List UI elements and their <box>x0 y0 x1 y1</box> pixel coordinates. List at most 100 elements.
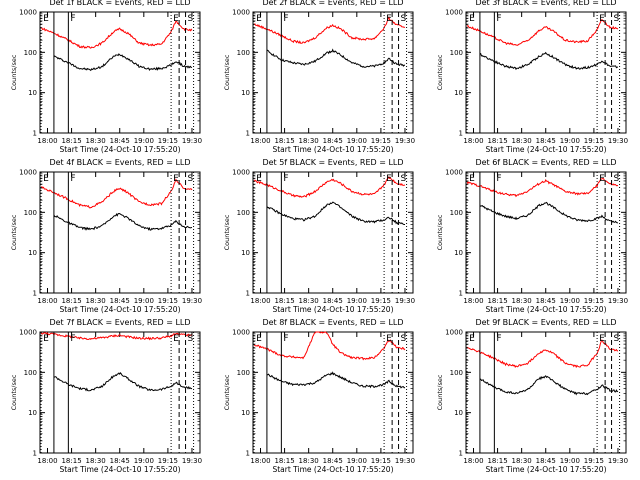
x-tick-label: 18:15 <box>487 457 507 465</box>
panel-title: Det 4f BLACK = Events, RED = LLD <box>49 158 190 167</box>
lld-series-line <box>40 178 193 209</box>
lld-series-line <box>41 20 193 49</box>
y-tick-label: 10 <box>454 89 463 97</box>
time-marker-label: E <box>256 334 262 344</box>
x-tick-label: 18:45 <box>110 297 130 305</box>
time-marker-label: S <box>614 174 620 184</box>
x-tick-label: 18:30 <box>299 297 319 305</box>
x-tick-label: 19:00 <box>134 297 154 305</box>
x-tick-label: 19:15 <box>371 297 391 305</box>
x-tick-label: 19:30 <box>182 297 202 305</box>
x-tick-label: 18:45 <box>536 297 556 305</box>
y-tick-label: 10 <box>28 249 37 257</box>
y-tick-label: 10 <box>241 249 250 257</box>
y-tick-label: 100 <box>237 369 250 377</box>
x-tick-label: 19:15 <box>158 137 178 145</box>
x-tick-label: 19:00 <box>347 297 367 305</box>
x-tick-label: 18:45 <box>323 457 343 465</box>
plot-frame <box>252 331 414 454</box>
y-axis-label: Counts/sec <box>223 374 231 410</box>
time-marker-label: F <box>496 14 501 24</box>
time-marker-label: F <box>70 334 75 344</box>
time-marker-label: E <box>256 174 262 184</box>
time-marker-label: F <box>496 334 501 344</box>
y-tick-label: 100 <box>24 49 37 57</box>
x-axis-label: Start Time (24-Oct-10 17:55:20) <box>59 305 180 314</box>
y-tick-label: 1 <box>459 130 463 138</box>
y-tick-label: 10 <box>454 409 463 417</box>
time-marker-label: S <box>188 14 194 24</box>
x-tick-label: 19:30 <box>608 457 628 465</box>
y-axis-label: Counts/sec <box>223 54 231 90</box>
y-tick-label: 10 <box>28 409 37 417</box>
time-marker-label: F <box>70 14 75 24</box>
time-marker-label: E <box>43 334 49 344</box>
x-axis-label: Start Time (24-Oct-10 17:55:20) <box>485 465 606 474</box>
time-marker-label: E <box>173 174 179 184</box>
time-marker-label: S <box>188 174 194 184</box>
x-tick-label: 19:30 <box>395 297 415 305</box>
plot-frame <box>252 11 414 134</box>
x-tick-label: 19:00 <box>134 137 154 145</box>
lld-series-line <box>253 331 406 361</box>
lld-series-line <box>466 339 618 369</box>
time-marker-label: S <box>614 14 620 24</box>
panel-title: Det 9f BLACK = Events, RED = LLD <box>475 318 616 327</box>
y-tick-label: 100 <box>450 209 463 217</box>
x-tick-label: 19:00 <box>347 137 367 145</box>
lld-series-line <box>466 178 619 198</box>
x-tick-label: 18:30 <box>86 297 106 305</box>
y-tick-label: 100 <box>237 209 250 217</box>
y-tick-label: 10 <box>241 89 250 97</box>
time-marker-label: E <box>469 14 475 24</box>
x-tick-label: 19:30 <box>182 137 202 145</box>
x-tick-label: 19:15 <box>158 457 178 465</box>
x-tick-label: 19:30 <box>182 457 202 465</box>
y-tick-label: 1000 <box>19 169 37 177</box>
y-tick-label: 1 <box>459 290 463 298</box>
time-marker-label: E <box>599 174 605 184</box>
x-tick-label: 18:15 <box>274 457 294 465</box>
x-tick-label: 19:00 <box>560 137 580 145</box>
y-tick-label: 1000 <box>232 9 250 17</box>
y-axis-label: Counts/sec <box>436 54 444 90</box>
panel-det-7f: Det 7f BLACK = Events, RED = LLD 1 10 100 10… <box>10 318 202 474</box>
x-tick-label: 19:30 <box>395 457 415 465</box>
x-tick-label: 18:15 <box>274 297 294 305</box>
events-series-line <box>266 201 405 225</box>
x-axis-label: Start Time (24-Oct-10 17:55:20) <box>59 465 180 474</box>
events-series-line <box>479 201 619 224</box>
y-axis-label: Counts/sec <box>436 214 444 250</box>
y-tick-label: 10 <box>454 249 463 257</box>
events-series-line <box>266 371 406 389</box>
events-series-line <box>53 372 193 392</box>
time-marker-label: F <box>496 174 501 184</box>
x-tick-label: 18:15 <box>487 137 507 145</box>
time-marker-label: S <box>188 334 194 344</box>
x-tick-label: 18:45 <box>536 137 556 145</box>
y-tick-label: 1000 <box>19 9 37 17</box>
panel-det-9f: Det 9f BLACK = Events, RED = LLD 1 10 100 10… <box>436 318 628 474</box>
y-tick-label: 100 <box>24 369 37 377</box>
time-marker-label: E <box>173 334 179 344</box>
x-tick-label: 18:45 <box>536 457 556 465</box>
x-tick-label: 18:00 <box>37 137 57 145</box>
y-tick-label: 100 <box>24 209 37 217</box>
time-marker-label: E <box>469 174 475 184</box>
panel-det-1f: Det 1f BLACK = Events, RED = LLD 1 10 100 10… <box>10 0 202 154</box>
x-tick-label: 18:15 <box>61 457 81 465</box>
x-tick-label: 18:15 <box>274 137 294 145</box>
y-axis-label: Counts/sec <box>10 374 18 410</box>
panel-title: Det 7f BLACK = Events, RED = LLD <box>49 318 190 327</box>
panel-title: Det 8f BLACK = Events, RED = LLD <box>262 318 403 327</box>
y-tick-label: 1 <box>33 130 37 138</box>
y-axis-label: Counts/sec <box>10 54 18 90</box>
panel-title: Det 2f BLACK = Events, RED = LLD <box>262 0 403 7</box>
x-tick-label: 19:30 <box>608 137 628 145</box>
panel-det-8f: Det 8f BLACK = Events, RED = LLD 1 10 100 10… <box>223 318 415 474</box>
x-tick-label: 18:30 <box>86 137 106 145</box>
lld-series-line <box>253 16 406 45</box>
time-marker-label: E <box>599 14 605 24</box>
x-tick-label: 19:00 <box>134 457 154 465</box>
time-marker-label: S <box>401 174 407 184</box>
